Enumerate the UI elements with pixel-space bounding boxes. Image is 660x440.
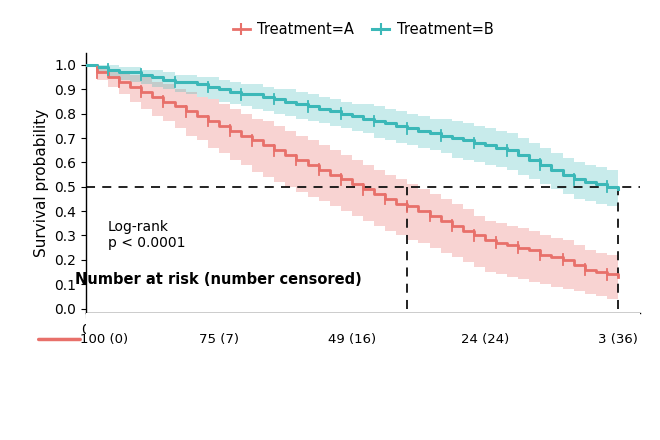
Text: 3 (36): 3 (36) — [598, 333, 638, 346]
Y-axis label: Survival probability: Survival probability — [34, 109, 49, 257]
Legend: Treatment=A, Treatment=B: Treatment=A, Treatment=B — [227, 16, 499, 42]
Text: 100 (0): 100 (0) — [81, 333, 129, 346]
Text: 24 (24): 24 (24) — [461, 333, 509, 346]
Text: 49 (16): 49 (16) — [328, 333, 376, 346]
Text: 75 (7): 75 (7) — [199, 333, 239, 346]
Text: Number at risk (number censored): Number at risk (number censored) — [75, 272, 362, 287]
X-axis label: Time: Time — [345, 343, 381, 358]
Text: Log-rank
p < 0.0001: Log-rank p < 0.0001 — [108, 220, 185, 250]
